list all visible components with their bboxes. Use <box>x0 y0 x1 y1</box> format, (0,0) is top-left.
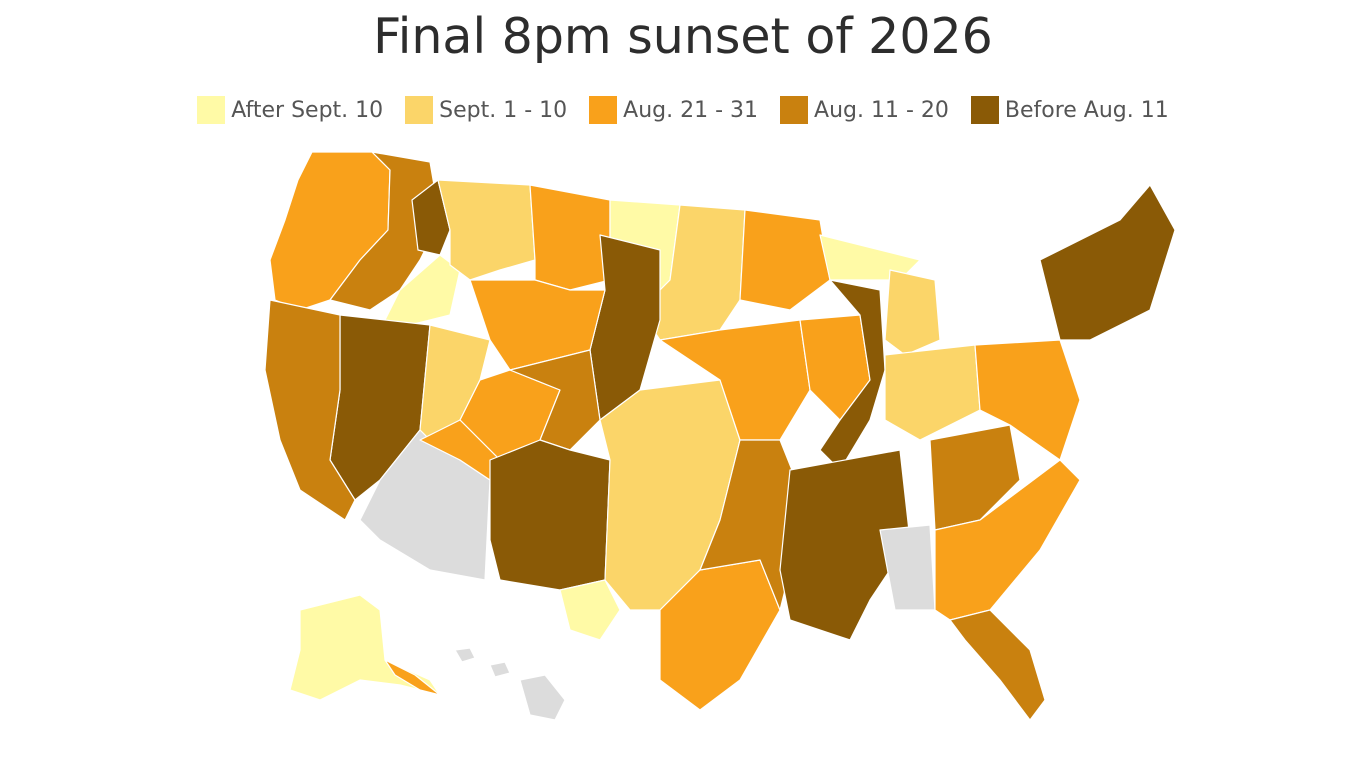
region-hawaii <box>454 647 566 721</box>
legend-label: Aug. 11 - 20 <box>814 97 949 123</box>
region-lower-mississippi <box>779 449 911 641</box>
legend-swatch <box>197 96 226 124</box>
region-northeast <box>1039 184 1176 341</box>
region-alaska-panhandle <box>384 659 441 696</box>
region-ohio-valley <box>884 344 981 441</box>
region-idaho-panhandle <box>411 179 451 256</box>
region-montana-east <box>529 184 611 291</box>
region-montana-west <box>437 179 536 281</box>
legend-item-after-sept-10: After Sept. 10 <box>197 96 383 124</box>
region-alabama <box>879 524 936 611</box>
legend-item-before-aug-11: Before Aug. 11 <box>970 96 1169 124</box>
region-east-texas <box>699 439 801 611</box>
legend-label: After Sept. 10 <box>231 97 384 123</box>
legend-label: Sept. 1 - 10 <box>439 97 568 123</box>
region-far-west-texas <box>559 579 621 641</box>
region-upper-michigan <box>819 234 921 281</box>
region-lower-michigan <box>884 269 941 356</box>
region-illinois <box>819 279 886 471</box>
legend-swatch <box>970 96 999 124</box>
legend-item-sept-1-10: Sept. 1 - 10 <box>405 96 567 124</box>
region-florida <box>949 609 1046 721</box>
legend-swatch <box>780 96 809 124</box>
map-svg <box>264 151 1176 721</box>
legend-label: Before Aug. 11 <box>1004 97 1169 123</box>
region-minnesota <box>739 209 831 311</box>
legend-item-aug-21-31: Aug. 21 - 31 <box>589 96 758 124</box>
region-california-coast <box>264 299 356 521</box>
region-appalachian <box>929 424 1021 531</box>
page-title: Final 8pm sunset of 2026 <box>373 8 993 65</box>
legend-label: Aug. 21 - 31 <box>623 97 759 123</box>
legend-swatch <box>405 96 434 124</box>
region-new-mexico <box>489 439 611 591</box>
us-county-map <box>0 140 1366 760</box>
legend-item-aug-11-20: Aug. 11 - 20 <box>780 96 949 124</box>
legend: After Sept. 10 Sept. 1 - 10 Aug. 21 - 31… <box>0 96 1366 124</box>
region-arizona <box>359 429 491 581</box>
region-southeast <box>934 459 1081 621</box>
legend-swatch <box>589 96 618 124</box>
